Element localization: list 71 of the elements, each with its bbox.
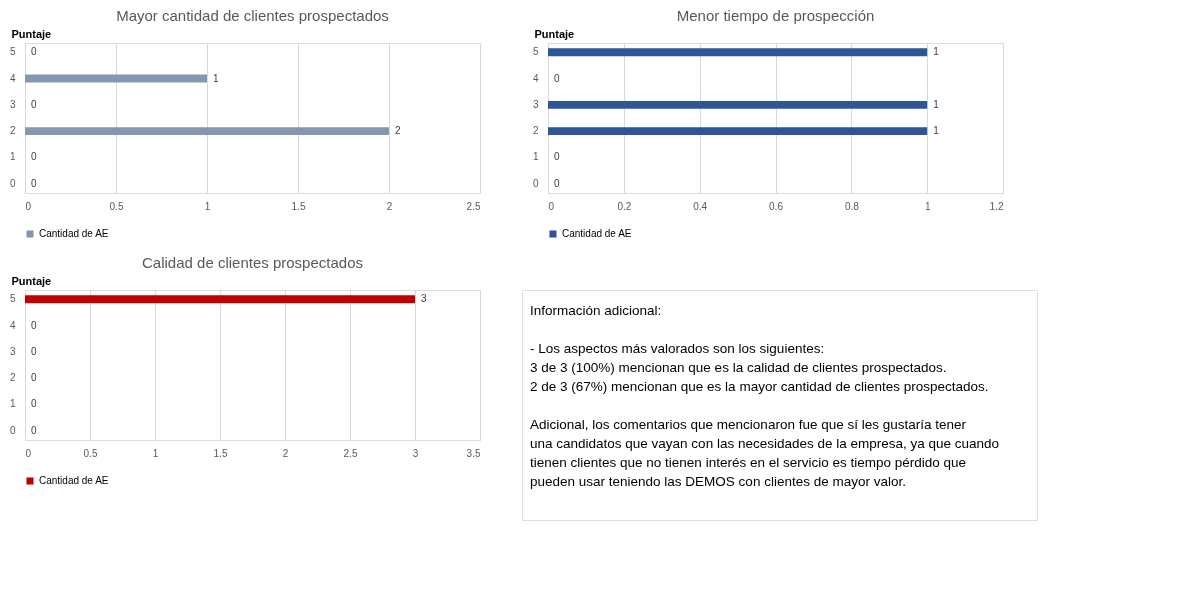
x-tick-label: 1.5 — [291, 200, 306, 212]
data-label: 0 — [554, 72, 560, 84]
data-label: 1 — [933, 125, 940, 137]
data-label: 0 — [31, 398, 37, 410]
text: 2 de 3 (67%) mencionan que es la mayor cantidad de clientes prospectados. — [530, 379, 989, 394]
data-label: 0 — [31, 424, 37, 436]
y-tick-label: 2 — [532, 125, 539, 137]
y-tick-label: 3 — [9, 98, 16, 110]
y-tick-label: 4 — [9, 319, 16, 331]
chart-title: Menor tiempo de prospección — [676, 7, 875, 24]
y-tick-label: 0 — [9, 177, 16, 189]
y-axis-title: Puntaje — [11, 27, 52, 40]
data-label: 0 — [31, 177, 37, 189]
legend-label: Cantidad de AE — [562, 228, 632, 239]
data-label: 0 — [31, 319, 37, 331]
text: Adicional, los comentarios que mencionaron fue que sí les gustaría tener una candidatos que vayan con las necesidades de la empresa, ya que cuando tienen clientes que no tienen interés en el servicio es tiempo pérdido que pueden usar teniendo las DEMOS con clientes de mayor valor. — [530, 417, 1000, 489]
x-tick-label: 0.5 — [109, 200, 124, 212]
x-tick-label: 1 — [204, 200, 211, 212]
y-axis-title: Puntaje — [534, 27, 575, 40]
x-tick-label: 3.5 — [466, 447, 481, 459]
y-tick-label: 4 — [532, 72, 539, 84]
data-label: 0 — [31, 372, 37, 384]
data-label: 1 — [213, 72, 219, 84]
data-label: 0 — [31, 151, 37, 163]
data-label: 0 — [554, 177, 560, 189]
data-label: 3 — [421, 293, 427, 305]
x-tick-label: 1 — [152, 447, 159, 459]
x-tick-label: 0 — [548, 200, 555, 212]
y-tick-label: 2 — [9, 125, 16, 137]
x-tick-label: 1.2 — [989, 200, 1004, 212]
data-label: 1 — [933, 46, 940, 58]
text: Información adicional: — [530, 303, 662, 318]
y-tick-label: 5 — [532, 46, 539, 58]
x-tick-label: 2 — [282, 447, 289, 459]
x-tick-label: 0.8 — [844, 200, 860, 212]
chart-title: Calidad de clientes prospectados — [142, 254, 363, 271]
y-tick-label: 1 — [532, 151, 539, 163]
x-tick-label: 3 — [412, 447, 419, 459]
legend-label: Cantidad de AE — [39, 475, 109, 486]
data-label: 0 — [31, 98, 37, 110]
y-tick-label: 1 — [9, 398, 16, 410]
x-tick-label: 2.5 — [466, 200, 481, 212]
legend-label: Cantidad de AE — [39, 228, 109, 239]
data-label: 0 — [31, 345, 37, 357]
x-tick-label: 2.5 — [343, 447, 358, 459]
x-tick-label: 0 — [25, 200, 32, 212]
y-tick-label: 5 — [9, 293, 16, 305]
x-tick-label: 0.2 — [617, 200, 632, 212]
x-tick-label: 0.4 — [693, 200, 708, 212]
y-tick-label: 3 — [532, 98, 539, 110]
data-label: 1 — [933, 98, 940, 110]
x-tick-label: 1.5 — [213, 447, 228, 459]
text: 3 de 3 (100%) mencionan que es la calidad de clientes prospectados. — [530, 360, 947, 375]
text: - Los aspectos más valorados son los siguientes: — [530, 341, 825, 356]
x-tick-label: 0.6 — [769, 200, 784, 212]
data-label: 0 — [554, 151, 560, 163]
y-tick-label: 2 — [9, 372, 16, 384]
y-axis-title: Puntaje — [11, 274, 52, 287]
x-tick-label: 1 — [924, 200, 931, 212]
y-tick-label: 1 — [9, 151, 16, 163]
y-tick-label: 4 — [9, 72, 16, 84]
data-label: 2 — [395, 125, 401, 137]
y-tick-label: 0 — [532, 177, 539, 189]
data-label: 0 — [31, 46, 37, 58]
chart-title: Mayor cantidad de clientes prospectados — [116, 7, 389, 24]
y-tick-label: 0 — [9, 424, 16, 436]
x-tick-label: 0 — [25, 447, 32, 459]
x-tick-label: 0.5 — [83, 447, 98, 459]
y-tick-label: 5 — [9, 46, 16, 58]
x-tick-label: 2 — [386, 200, 393, 212]
y-tick-label: 3 — [9, 345, 16, 357]
